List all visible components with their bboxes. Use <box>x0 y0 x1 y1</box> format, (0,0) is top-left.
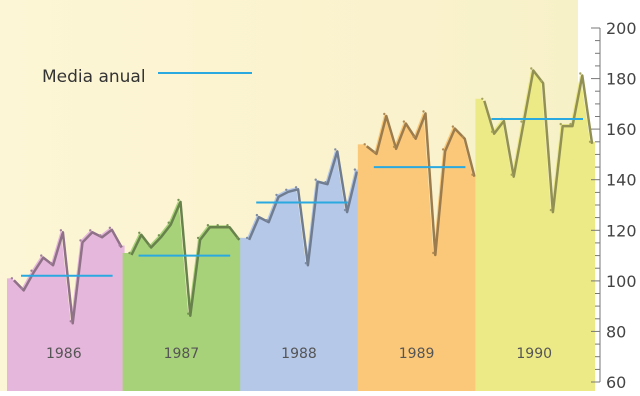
data-point-1989-10 <box>451 125 455 128</box>
y-tick-label-80: 80 <box>606 322 626 341</box>
y-tick-label-180: 180 <box>606 70 637 89</box>
data-point-1987-9 <box>206 224 210 227</box>
data-point-1987-2 <box>138 231 141 234</box>
data-point-1989-8 <box>432 251 435 255</box>
data-point-1986-11 <box>108 226 112 229</box>
data-point-1988-1 <box>245 236 249 240</box>
data-point-1990-12 <box>588 140 592 143</box>
year-shadow-1989 <box>365 112 476 257</box>
y-tick-label-100: 100 <box>606 272 637 291</box>
data-point-1987-4 <box>157 234 161 237</box>
legend-label: Media anual <box>42 67 146 87</box>
data-point-1986-2 <box>20 287 23 290</box>
data-point-1990-1 <box>481 97 484 101</box>
data-point-1989-2 <box>373 150 376 154</box>
year-shadow-1990 <box>483 69 594 214</box>
data-point-1986-1 <box>10 277 14 280</box>
year-label-1990: 1990 <box>516 346 552 362</box>
data-point-1989-11 <box>461 135 464 138</box>
data-point-1987-10 <box>216 224 219 227</box>
data-point-1990-5 <box>520 120 523 123</box>
data-point-1988-5 <box>285 188 288 191</box>
data-point-1986-5 <box>49 262 53 265</box>
data-point-1988-4 <box>275 193 278 197</box>
area-series-group <box>7 67 595 392</box>
data-point-1986-8 <box>79 239 82 242</box>
data-point-1989-7 <box>422 110 425 113</box>
data-point-1986-12 <box>118 244 121 247</box>
data-point-1986-6 <box>59 229 63 232</box>
data-point-1988-11 <box>343 208 347 212</box>
data-point-1988-7 <box>304 262 308 265</box>
data-point-1986-9 <box>89 229 92 232</box>
data-point-1987-11 <box>226 224 229 227</box>
data-point-1987-6 <box>177 198 180 202</box>
data-point-1989-4 <box>392 145 396 148</box>
year-area-1990 <box>475 68 595 391</box>
data-point-1986-3 <box>30 269 33 272</box>
y-tick-label-160: 160 <box>606 120 637 139</box>
data-point-1986-10 <box>98 234 102 237</box>
data-point-1989-5 <box>402 120 406 123</box>
data-point-1987-8 <box>196 236 200 240</box>
data-point-1990-10 <box>569 122 572 126</box>
year-area-1989 <box>357 111 478 392</box>
data-point-1990-9 <box>559 122 562 126</box>
data-point-1988-12 <box>353 168 357 171</box>
data-point-1988-10 <box>334 148 337 151</box>
data-point-1987-3 <box>147 244 151 247</box>
data-point-1988-6 <box>294 186 298 189</box>
y-tick-label-200: 200 <box>606 19 637 38</box>
data-point-1986-4 <box>40 254 43 257</box>
data-point-1990-7 <box>539 79 543 83</box>
legend: Media anual <box>42 67 252 87</box>
year-label-1987: 1987 <box>164 346 200 362</box>
data-point-1989-6 <box>412 135 415 138</box>
y-tick-label-140: 140 <box>606 171 637 190</box>
y-axis: 60 80 100 120 140 160 180 200 <box>591 19 637 392</box>
data-point-1987-12 <box>236 236 239 240</box>
data-point-1989-9 <box>441 148 445 151</box>
data-point-1990-2 <box>490 130 494 133</box>
data-point-1990-11 <box>579 72 582 75</box>
annual-mean-group <box>21 118 583 277</box>
y-tick-label-120: 120 <box>606 221 637 240</box>
year-label-1989: 1989 <box>399 346 435 362</box>
data-point-1987-5 <box>167 221 170 224</box>
year-shadow-1988 <box>247 150 359 267</box>
data-point-1986-7 <box>69 320 72 323</box>
data-point-1989-12 <box>471 173 474 176</box>
data-point-1988-2 <box>255 213 259 217</box>
data-point-1989-3 <box>383 112 386 116</box>
year-label-1988: 1988 <box>281 346 317 362</box>
year-label-1986: 1986 <box>46 346 82 362</box>
data-point-1990-8 <box>549 208 553 212</box>
year-label-group: 1986 1987 1988 1989 1990 <box>46 346 552 362</box>
data-point-1987-7 <box>187 312 190 315</box>
data-point-1988-3 <box>265 219 268 222</box>
data-point-1990-6 <box>530 67 533 70</box>
data-point-1989-1 <box>363 143 366 146</box>
y-tick-label-60: 60 <box>606 373 626 391</box>
data-point-1988-8 <box>314 178 317 181</box>
data-point-1988-9 <box>324 181 327 184</box>
data-point-1990-4 <box>510 173 513 176</box>
data-point-1987-1 <box>128 251 131 255</box>
year-area-1988 <box>240 149 360 391</box>
